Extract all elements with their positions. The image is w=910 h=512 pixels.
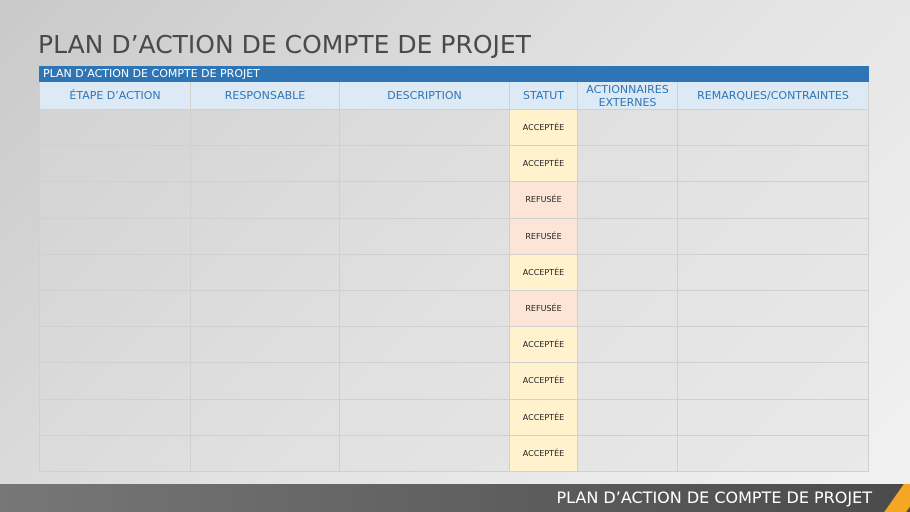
table-cell xyxy=(678,110,869,147)
table-cell xyxy=(678,399,869,436)
table-cell xyxy=(678,146,869,183)
status-cell: ACCEPTÉE xyxy=(510,399,578,436)
table-cell xyxy=(340,327,510,364)
column-header: DESCRIPTION xyxy=(340,82,510,110)
column-header: ACTIONNAIRES EXTERNES xyxy=(578,82,678,110)
table-cell xyxy=(340,435,510,472)
footer: PLAN D’ACTION DE COMPTE DE PROJET xyxy=(0,484,910,512)
table-cell xyxy=(39,363,191,400)
table-cell xyxy=(39,254,191,291)
table-cell xyxy=(191,363,340,400)
table-cell xyxy=(39,327,191,364)
status-cell: REFUSÉE xyxy=(510,291,578,328)
table-cell xyxy=(678,218,869,255)
table-cell xyxy=(578,327,678,364)
table-banner: PLAN D’ACTION DE COMPTE DE PROJET xyxy=(39,66,869,82)
table-cell xyxy=(578,110,678,147)
footer-text: PLAN D’ACTION DE COMPTE DE PROJET xyxy=(556,488,873,507)
status-cell: ACCEPTÉE xyxy=(510,363,578,400)
table-cell xyxy=(191,182,340,219)
column-header: RESPONSABLE xyxy=(191,82,340,110)
table-cell xyxy=(340,254,510,291)
table-cell xyxy=(191,146,340,183)
accent-stripe xyxy=(884,484,910,512)
status-cell: ACCEPTÉE xyxy=(510,110,578,147)
column-header: REMARQUES/CONTRAINTES xyxy=(678,82,869,110)
table-cell xyxy=(340,146,510,183)
table-cell xyxy=(191,254,340,291)
table-cell xyxy=(39,399,191,436)
table-cell xyxy=(578,182,678,219)
table-cell xyxy=(678,182,869,219)
table-cell xyxy=(340,218,510,255)
status-cell: ACCEPTÉE xyxy=(510,146,578,183)
table-cell xyxy=(39,110,191,147)
status-cell: ACCEPTÉE xyxy=(510,435,578,472)
table-cell xyxy=(578,291,678,328)
table-cell xyxy=(39,218,191,255)
status-cell: ACCEPTÉE xyxy=(510,327,578,364)
table-cell xyxy=(578,435,678,472)
column-header: STATUT xyxy=(510,82,578,110)
status-cell: ACCEPTÉE xyxy=(510,254,578,291)
table-cell xyxy=(39,435,191,472)
table-cell xyxy=(578,146,678,183)
table-cell xyxy=(39,291,191,328)
table-cell xyxy=(678,435,869,472)
table-cell xyxy=(578,399,678,436)
table-cell xyxy=(340,182,510,219)
table-cell xyxy=(340,110,510,147)
table-cell xyxy=(678,363,869,400)
table-cell xyxy=(578,363,678,400)
status-cell: REFUSÉE xyxy=(510,218,578,255)
table-cell xyxy=(191,327,340,364)
table-cell xyxy=(340,399,510,436)
table-cell xyxy=(191,218,340,255)
table-cell xyxy=(39,182,191,219)
table-cell xyxy=(191,399,340,436)
table-cell xyxy=(678,254,869,291)
table-cell xyxy=(191,110,340,147)
table-cell xyxy=(39,146,191,183)
status-cell: REFUSÉE xyxy=(510,182,578,219)
table-cell xyxy=(678,327,869,364)
column-header: ÉTAPE D’ACTION xyxy=(39,82,191,110)
table-cell xyxy=(678,291,869,328)
table-cell xyxy=(578,218,678,255)
table-cell xyxy=(340,363,510,400)
table-cell xyxy=(578,254,678,291)
table-cell xyxy=(191,435,340,472)
table-cell xyxy=(340,291,510,328)
title: PLAN D’ACTION DE COMPTE DE PROJET xyxy=(38,30,531,59)
table-cell xyxy=(191,291,340,328)
